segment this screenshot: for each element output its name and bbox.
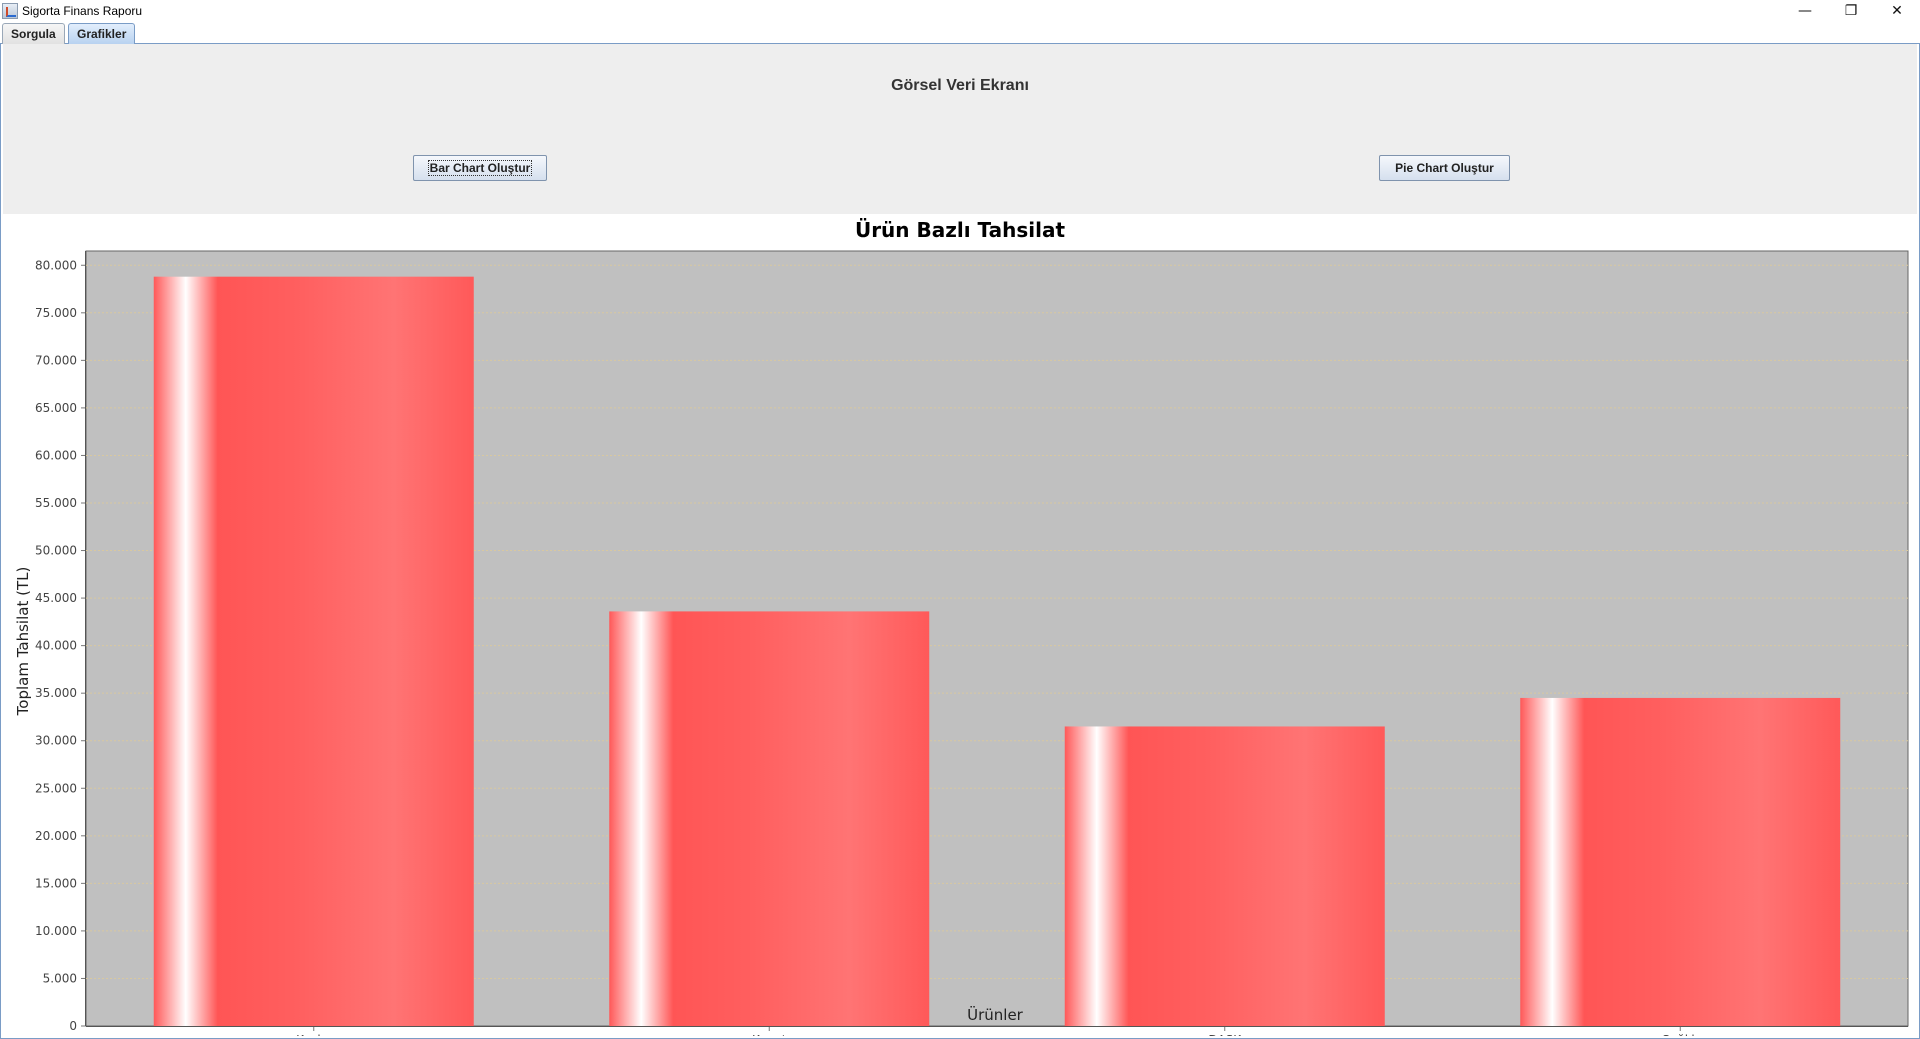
x-axis-label: Ürünler — [967, 1005, 1024, 1024]
window-controls: — ❐ ✕ — [1782, 0, 1920, 21]
tab-content: Görsel Veri Ekranı Bar Chart Oluştur Pie… — [0, 44, 1920, 1039]
y-tick-label: 10.000 — [35, 924, 77, 938]
y-tick-label: 0 — [69, 1019, 77, 1033]
y-tick-label: 30.000 — [35, 734, 77, 748]
pie-chart-button[interactable]: Pie Chart Oluştur — [1379, 155, 1510, 181]
bar-dask — [1064, 726, 1385, 1026]
y-tick-label: 45.000 — [35, 591, 77, 605]
bar-chart-button[interactable]: Bar Chart Oluştur — [413, 155, 547, 181]
y-tick-label: 75.000 — [35, 306, 77, 320]
chart-panel: Ürün Bazlı Tahsilat 0 5.000 10.000 15.000 20… — [3, 214, 1917, 1036]
close-icon[interactable]: ✕ — [1891, 2, 1903, 19]
tab-bar: Sorgula Grafikler — [0, 21, 1920, 44]
bar-chart-button-label: Bar Chart Oluştur — [427, 160, 533, 176]
y-tick-label: 25.000 — [35, 781, 77, 795]
y-axis-label: Toplam Tahsilat (TL) — [14, 567, 32, 717]
control-panel: Görsel Veri Ekranı Bar Chart Oluştur Pie… — [3, 44, 1917, 214]
x-tick-label: Konut — [752, 1033, 787, 1036]
chart-title: Ürün Bazlı Tahsilat — [855, 218, 1066, 242]
bar-konut — [609, 611, 930, 1026]
y-tick-label: 55.000 — [35, 496, 77, 510]
restore-icon[interactable]: ❐ — [1844, 2, 1858, 19]
y-tick-label: 5.000 — [43, 971, 77, 985]
y-tick-label: 40.000 — [35, 639, 77, 653]
y-tick-label: 15.000 — [35, 876, 77, 890]
tab-grafikler[interactable]: Grafikler — [68, 23, 136, 44]
y-tick-label: 50.000 — [35, 544, 77, 558]
x-tick-label: DASK — [1208, 1033, 1242, 1036]
window-title: Sigorta Finans Raporu — [22, 3, 143, 18]
y-tick-label: 65.000 — [35, 401, 77, 415]
app-icon — [2, 2, 18, 19]
pie-chart-button-label: Pie Chart Oluştur — [1395, 161, 1494, 175]
bar-chart: Ürün Bazlı Tahsilat 0 5.000 10.000 15.000 20… — [14, 218, 1909, 1036]
y-tick-label: 60.000 — [35, 448, 77, 462]
y-tick-label: 35.000 — [35, 686, 77, 700]
x-tick-label: Kasko — [296, 1033, 331, 1036]
window-titlebar: Sigorta Finans Raporu — ❐ ✕ — [0, 0, 1920, 21]
y-tick-label: 20.000 — [35, 829, 77, 843]
page-title: Görsel Veri Ekranı — [891, 77, 1029, 94]
y-tick-label: 70.000 — [35, 353, 77, 367]
x-tick-label: Sağlık — [1662, 1033, 1698, 1036]
bar-kasko — [153, 276, 474, 1027]
minimize-icon[interactable]: — — [1798, 2, 1812, 19]
tab-sorgula[interactable]: Sorgula — [2, 23, 65, 44]
y-tick-label: 80.000 — [35, 258, 77, 272]
bar-sağlık — [1520, 697, 1841, 1026]
